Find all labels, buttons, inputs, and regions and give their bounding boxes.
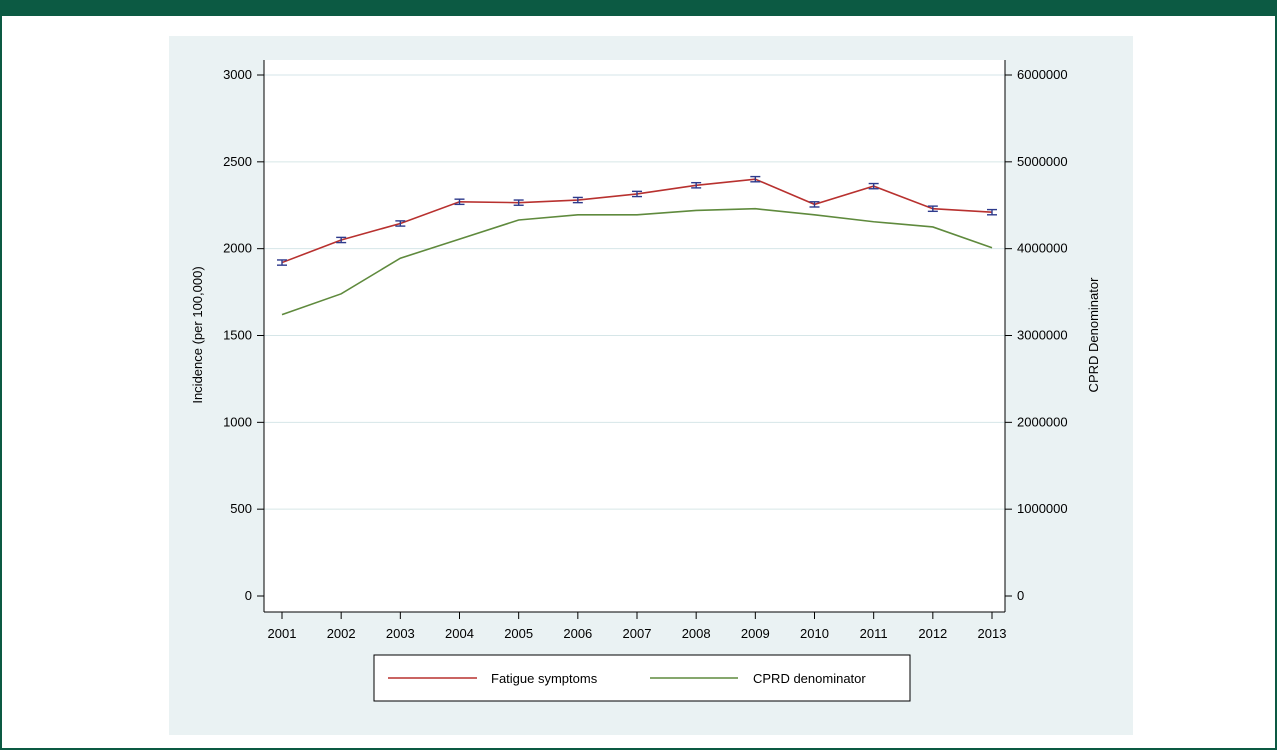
- errorbar: [336, 236, 347, 244]
- top-bar: [0, 0, 1277, 16]
- x-tick-label: 2010: [800, 626, 829, 641]
- y-tick-label-left: 2000: [223, 241, 252, 256]
- y-tick-label-left: 500: [230, 501, 252, 516]
- y-tick-label-left: 2500: [223, 154, 252, 169]
- errorbar: [868, 182, 879, 190]
- errorbar: [572, 196, 583, 204]
- x-tick-label: 2003: [386, 626, 415, 641]
- errorbar: [277, 259, 287, 266]
- y-tick-label-left: 3000: [223, 67, 252, 82]
- x-tick-label: 2005: [504, 626, 533, 641]
- x-tick-label: 2009: [741, 626, 770, 641]
- legend-label-fatigue: Fatigue symptoms: [491, 671, 598, 686]
- series-line-cprd: [281, 207, 993, 316]
- legend-label-cprd: CPRD denominator: [753, 671, 866, 686]
- x-tick-label: 2006: [563, 626, 592, 641]
- y-axis-right-title: CPRD Denominator: [1086, 277, 1101, 393]
- errorbar: [691, 181, 702, 189]
- y-tick-label-left: 1500: [223, 328, 252, 343]
- y-tick-label-right: 4000000: [1017, 241, 1068, 256]
- x-tick-label: 2008: [682, 626, 711, 641]
- errorbar: [809, 201, 820, 208]
- x-tick-label: 2012: [918, 626, 947, 641]
- y-tick-label-left: 1000: [223, 414, 252, 429]
- y-tick-label-right: 2000000: [1017, 414, 1068, 429]
- errorbar: [750, 175, 761, 183]
- x-tick-label: 2001: [268, 626, 297, 641]
- x-tick-label: 2011: [860, 626, 888, 641]
- errorbar: [987, 208, 997, 216]
- x-tick-label: 2002: [327, 626, 356, 641]
- errorbar: [395, 220, 406, 227]
- legend: Fatigue symptoms CPRD denominator: [373, 654, 911, 702]
- y-tick-label-right: 3000000: [1017, 328, 1068, 343]
- y-axis-left-title: Incidence (per 100,000): [190, 266, 205, 403]
- y-tick-label-right: 0: [1017, 588, 1024, 603]
- errorbar: [632, 190, 642, 198]
- errorbar: [927, 205, 938, 213]
- y-tick-label-right: 5000000: [1017, 154, 1068, 169]
- errorbar: [513, 199, 524, 206]
- x-tick-label: 2007: [623, 626, 652, 641]
- errorbar: [454, 198, 465, 206]
- x-tick-label: 2013: [978, 626, 1007, 641]
- y-tick-label-right: 6000000: [1017, 67, 1068, 82]
- axes-layer: 0 500 1000 1500 2000 2500 3000 0 1000000 2000000 3…: [223, 60, 1068, 641]
- y-tick-label-left: 0: [245, 588, 252, 603]
- series-layer: [277, 175, 997, 316]
- x-tick-label: 2004: [445, 626, 474, 641]
- grid-layer: [264, 60, 1005, 612]
- y-tick-label-right: 1000000: [1017, 501, 1068, 516]
